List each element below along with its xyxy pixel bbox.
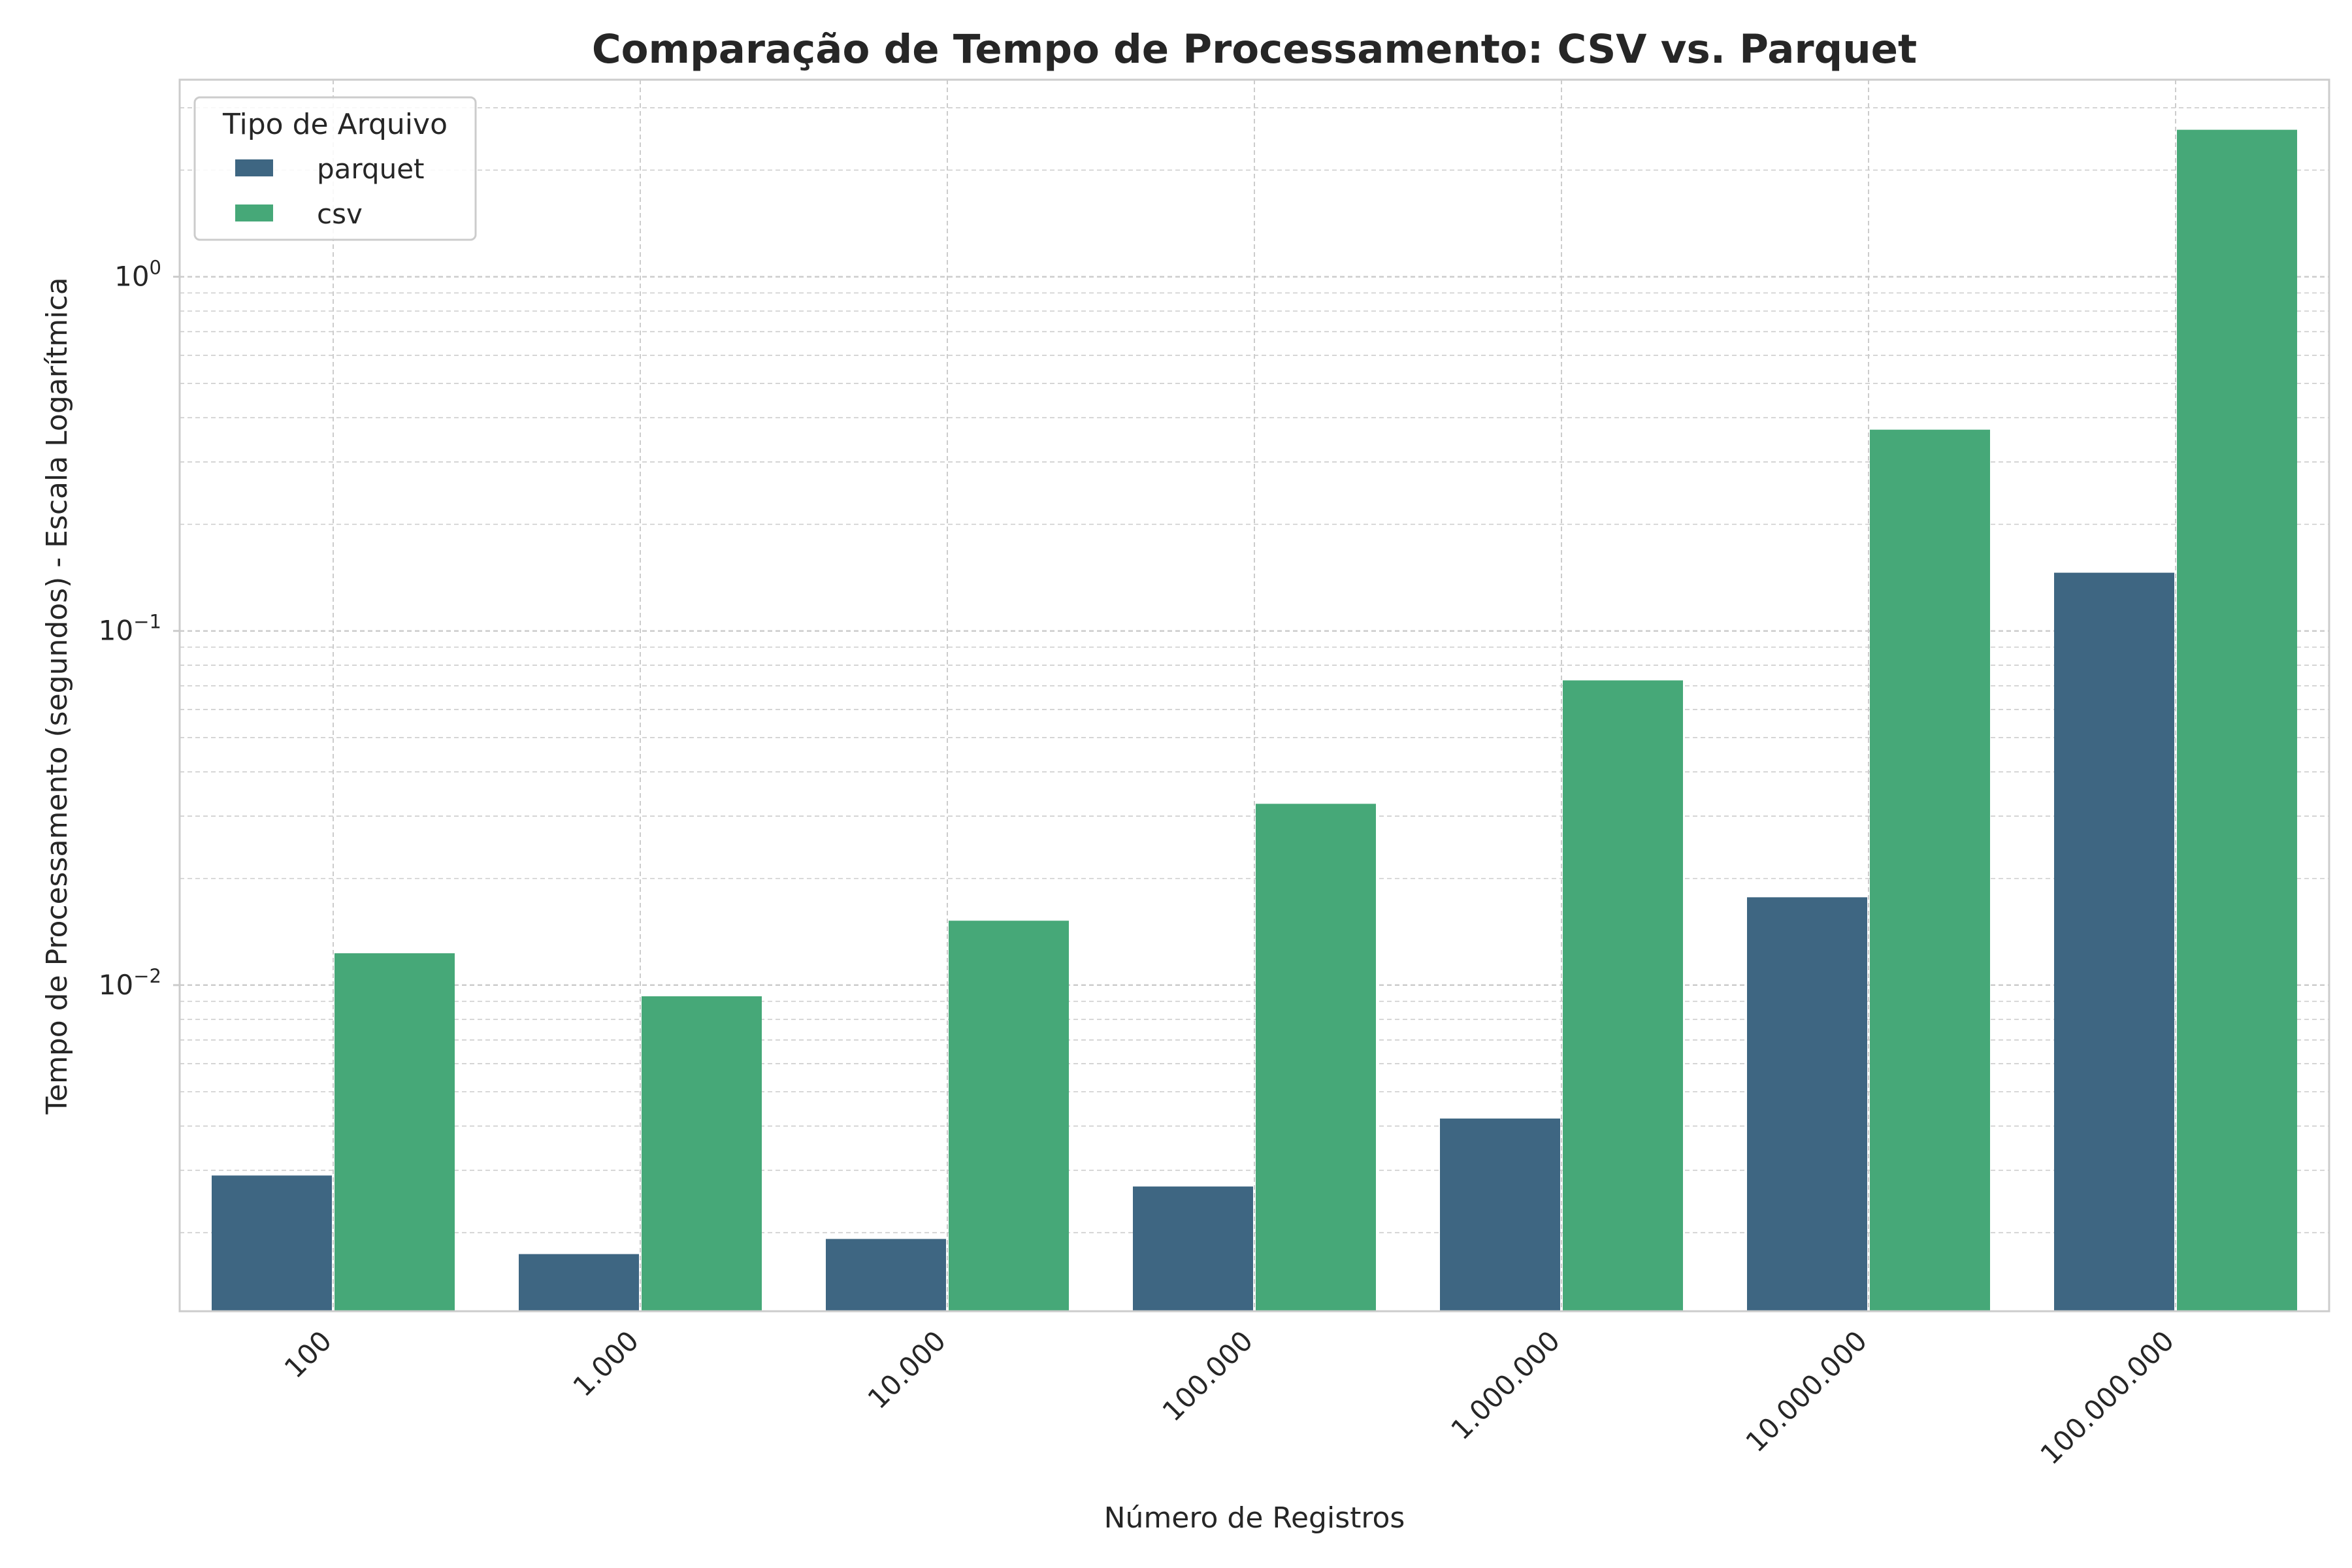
- bar-parquet-0[interactable]: [212, 1175, 332, 1311]
- bar-parquet-5[interactable]: [1747, 897, 1867, 1311]
- legend[interactable]: Tipo de Arquivo parquet csv: [193, 96, 477, 241]
- bar-csv-3[interactable]: [1256, 804, 1376, 1311]
- bar-parquet-4[interactable]: [1440, 1119, 1560, 1311]
- bar-parquet-2[interactable]: [826, 1239, 946, 1311]
- bar-parquet-6[interactable]: [2054, 572, 2174, 1311]
- bar-csv-2[interactable]: [949, 921, 1069, 1311]
- legend-title: Tipo de Arquivo: [222, 108, 448, 141]
- x-axis-label: Número de Registros: [1104, 1501, 1405, 1535]
- legend-label-parquet[interactable]: parquet: [317, 153, 425, 185]
- bar-parquet-1[interactable]: [519, 1254, 639, 1311]
- bar-csv-6[interactable]: [2177, 129, 2297, 1311]
- y-tick-label-0: 10−2: [99, 965, 161, 1001]
- legend-label-csv[interactable]: csv: [317, 198, 363, 230]
- bar-csv-0[interactable]: [335, 953, 455, 1311]
- y-tick-label-1: 10−1: [99, 611, 161, 647]
- legend-swatch-parquet: [235, 159, 273, 176]
- y-tick-label-2: 100: [114, 257, 161, 293]
- bars: [212, 129, 2297, 1312]
- bar-csv-5[interactable]: [1870, 429, 1990, 1312]
- legend-swatch-csv: [235, 204, 273, 221]
- legend-box: [193, 96, 477, 241]
- bar-csv-4[interactable]: [1563, 680, 1683, 1311]
- plot-frame: [178, 78, 2330, 1313]
- y-axis: 10−2 10−1 100: [99, 257, 180, 1001]
- y-axis-label: Tempo de Processamento (segundos) - Esca…: [41, 277, 74, 1115]
- bar-csv-1[interactable]: [642, 996, 762, 1311]
- bar-parquet-3[interactable]: [1133, 1186, 1253, 1311]
- chart-title: Comparação de Tempo de Processamento: CS…: [592, 26, 1917, 73]
